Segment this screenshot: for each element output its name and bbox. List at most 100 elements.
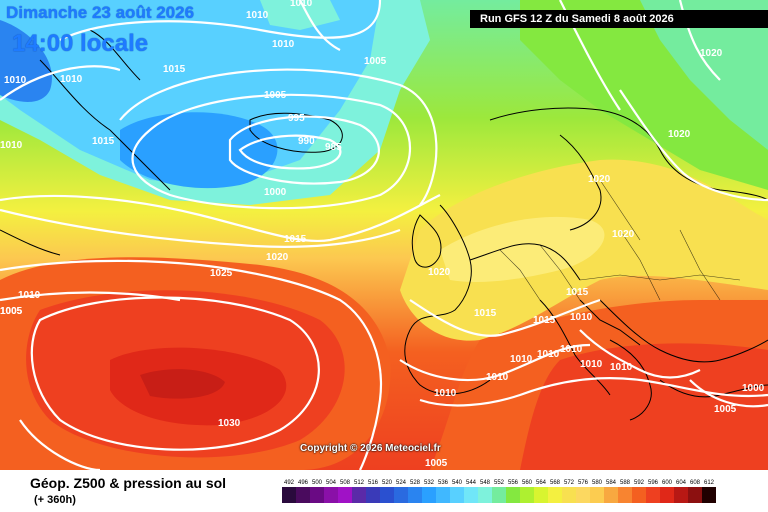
pressure-label: 1020 bbox=[700, 48, 723, 59]
legend-cell: 612 bbox=[702, 479, 716, 503]
map-canvas: 1010 1010 1005 1010 1010 1010 1015 1015 … bbox=[0, 0, 768, 470]
pressure-label: 1010 bbox=[580, 359, 603, 370]
legend-value: 532 bbox=[423, 480, 434, 486]
legend-cell: 604 bbox=[674, 479, 688, 503]
copyright-notice: Copyright © 2026 Meteociel.fr bbox=[300, 443, 441, 454]
pressure-label: 1020 bbox=[266, 252, 289, 263]
z500-zone-536 bbox=[0, 20, 52, 102]
borders bbox=[499, 179, 741, 301]
forecast-time: 14:00 locale bbox=[12, 30, 149, 57]
legend-value: 528 bbox=[409, 480, 420, 486]
legend-swatch bbox=[282, 487, 296, 503]
legend-value: 588 bbox=[619, 480, 630, 486]
legend-swatch bbox=[492, 487, 506, 503]
pressure-label: 1020 bbox=[428, 267, 451, 278]
legend-cell: 560 bbox=[520, 479, 534, 503]
legend-swatch bbox=[366, 487, 380, 503]
pressure-label: 1010 bbox=[0, 140, 23, 151]
legend-cell: 572 bbox=[562, 479, 576, 503]
pressure-label: 985 bbox=[325, 142, 342, 153]
legend-swatch bbox=[380, 487, 394, 503]
legend-cell: 544 bbox=[464, 479, 478, 503]
pressure-label: 1005 bbox=[425, 458, 448, 469]
legend-cell: 496 bbox=[296, 479, 310, 503]
legend-value: 584 bbox=[605, 480, 616, 486]
legend-swatch bbox=[576, 487, 590, 503]
legend-value: 496 bbox=[297, 480, 308, 486]
forecast-offset: (+ 360h) bbox=[34, 494, 76, 506]
pressure-label: 1005 bbox=[264, 90, 287, 101]
legend-value: 596 bbox=[647, 480, 658, 486]
pressure-label: 1000 bbox=[264, 187, 287, 198]
legend-cell: 576 bbox=[576, 479, 590, 503]
legend-cell: 532 bbox=[422, 479, 436, 503]
z500-zone-556-ne bbox=[640, 0, 768, 150]
legend-swatch bbox=[324, 487, 338, 503]
legend-swatch bbox=[338, 487, 352, 503]
legend-cell: 508 bbox=[338, 479, 352, 503]
legend-value: 560 bbox=[521, 480, 532, 486]
legend-cell: 504 bbox=[324, 479, 338, 503]
legend-cell: 512 bbox=[352, 479, 366, 503]
isobars bbox=[0, 0, 768, 470]
legend-cell: 600 bbox=[660, 479, 674, 503]
pressure-label: 990 bbox=[298, 136, 315, 147]
legend-swatch bbox=[436, 487, 450, 503]
z500-zone-604 bbox=[140, 369, 225, 399]
pressure-label: 1010 bbox=[537, 349, 560, 360]
pressure-label: 1015 bbox=[566, 287, 589, 298]
pressure-label: 1000 bbox=[742, 383, 765, 394]
legend-value: 524 bbox=[395, 480, 406, 486]
pressure-label: 1010 bbox=[560, 344, 583, 355]
legend-swatch bbox=[450, 487, 464, 503]
run-info-banner: Run GFS 12 Z du Samedi 8 août 2026 bbox=[470, 10, 768, 28]
legend-cell: 548 bbox=[478, 479, 492, 503]
legend-value: 536 bbox=[437, 480, 448, 486]
legend-cell: 584 bbox=[604, 479, 618, 503]
z500-zone-north bbox=[260, 0, 340, 30]
legend-value: 612 bbox=[703, 480, 714, 486]
legend-value: 576 bbox=[577, 480, 588, 486]
legend-swatch bbox=[296, 487, 310, 503]
coastlines bbox=[0, 29, 768, 421]
legend-swatch bbox=[590, 487, 604, 503]
legend-swatch bbox=[464, 487, 478, 503]
pressure-label: 1015 bbox=[284, 234, 307, 245]
legend-cell: 596 bbox=[646, 479, 660, 503]
legend-swatch bbox=[674, 487, 688, 503]
legend-cell: 500 bbox=[310, 479, 324, 503]
legend-swatch bbox=[562, 487, 576, 503]
legend-value: 604 bbox=[675, 480, 686, 486]
legend-value: 516 bbox=[367, 480, 378, 486]
legend-cell: 524 bbox=[394, 479, 408, 503]
pressure-label: 1010 bbox=[4, 75, 27, 86]
legend-value: 520 bbox=[381, 480, 392, 486]
pressure-label: 1010 bbox=[610, 362, 633, 373]
legend-cell: 520 bbox=[380, 479, 394, 503]
legend-cell: 580 bbox=[590, 479, 604, 503]
pressure-label: 1005 bbox=[0, 306, 23, 317]
legend-cell: 592 bbox=[632, 479, 646, 503]
pressure-label: 1010 bbox=[18, 290, 41, 301]
pressure-label: 1020 bbox=[612, 229, 635, 240]
legend-value: 544 bbox=[465, 480, 476, 486]
legend-swatch bbox=[632, 487, 646, 503]
footer: Géop. Z500 & pression au sol (+ 360h) 49… bbox=[0, 470, 768, 512]
legend-cell: 552 bbox=[492, 479, 506, 503]
legend-value: 592 bbox=[633, 480, 644, 486]
pressure-label: 1030 bbox=[218, 418, 241, 429]
legend-swatch bbox=[646, 487, 660, 503]
legend-cell: 608 bbox=[688, 479, 702, 503]
legend-swatch bbox=[408, 487, 422, 503]
pressure-label: 1020 bbox=[668, 129, 691, 140]
z500-zone-540 bbox=[120, 112, 278, 189]
legend-value: 540 bbox=[451, 480, 462, 486]
z500-zone-596-se bbox=[520, 343, 768, 470]
legend-swatch bbox=[660, 487, 674, 503]
legend-swatch bbox=[618, 487, 632, 503]
legend-value: 508 bbox=[339, 480, 350, 486]
z500-zone-568 bbox=[440, 216, 605, 282]
pressure-labels: 1010 1010 1005 1010 1010 1010 1015 1015 … bbox=[0, 0, 765, 469]
legend-cell: 564 bbox=[534, 479, 548, 503]
pressure-label: 1015 bbox=[92, 136, 115, 147]
